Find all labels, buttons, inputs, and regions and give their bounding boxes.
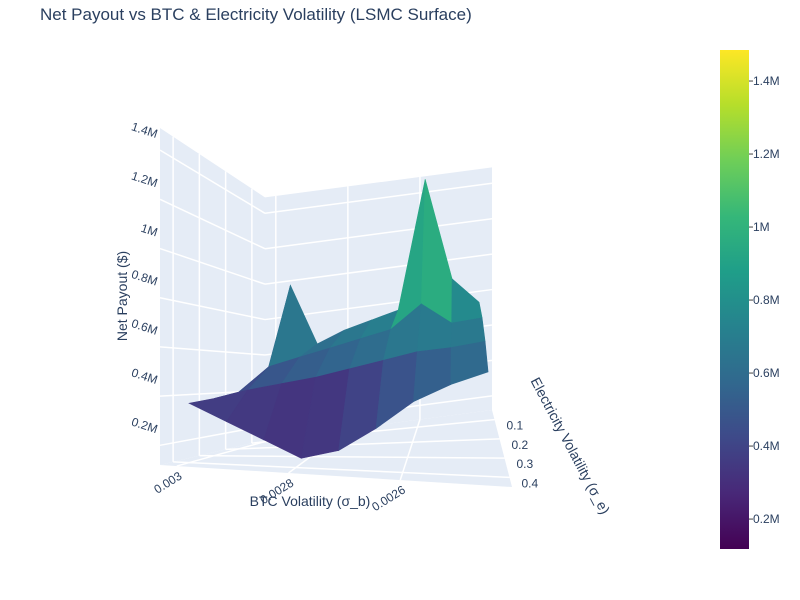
grid-line <box>159 198 266 250</box>
colorbar-tick-label: 0.8M <box>753 293 780 307</box>
grid-line <box>159 346 266 356</box>
surface-patch <box>450 340 489 385</box>
grid-line <box>225 438 500 451</box>
colorbar <box>720 50 749 549</box>
chart-title: Net Payout vs BTC & Electricity Volatili… <box>40 5 472 24</box>
y-tick-label: 0.3 <box>517 457 534 471</box>
colorbar-tick-label: 0.6M <box>753 366 780 380</box>
grid-line <box>159 296 266 321</box>
grid-line <box>199 454 505 459</box>
grid-line <box>264 253 493 285</box>
z-tick-label: 1.2M <box>130 169 160 191</box>
colorbar-tick-label: 0.4M <box>753 439 780 453</box>
z-tick-label: 0.8M <box>130 267 160 289</box>
colorbar-tick-label: 1.4M <box>753 74 780 88</box>
colorbar-tick-label: 1M <box>753 220 770 234</box>
grid-line <box>399 419 421 481</box>
z-tick-label: 0.6M <box>130 316 160 338</box>
z-tick-label: 1.4M <box>130 119 160 141</box>
x-tick-label: 0.0026 <box>369 483 408 514</box>
y-axis-title: Electricity Volatility (σ_e) <box>528 375 614 517</box>
x-tick-label: 0.003 <box>151 469 184 497</box>
y-tick-label: 0.4 <box>522 476 539 490</box>
colorbar-tick-label: 1.2M <box>753 147 780 161</box>
x-axis-title: BTC Volatility (σ_b) <box>250 493 371 509</box>
z-tick-label: 1M <box>139 221 159 239</box>
z-tick-label: 0.4M <box>130 365 160 387</box>
grid-line <box>159 149 266 214</box>
grid-line <box>159 247 266 285</box>
grid-line <box>264 217 493 250</box>
grid-line <box>264 182 493 215</box>
y-tick-label: 0.1 <box>507 419 524 433</box>
y-tick-label: 0.2 <box>512 438 529 452</box>
z-axis-title: Net Payout ($) <box>114 251 130 341</box>
grid-line <box>173 461 510 479</box>
z-tick-label: 0.2M <box>130 415 160 437</box>
colorbar-tick-label: 0.2M <box>753 512 780 526</box>
